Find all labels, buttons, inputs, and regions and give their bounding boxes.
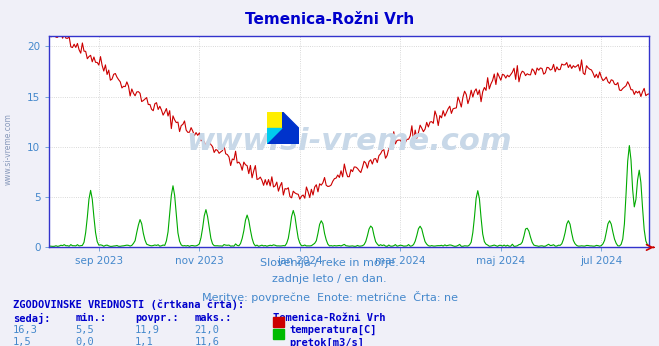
Text: Slovenija / reke in morje.: Slovenija / reke in morje. bbox=[260, 258, 399, 268]
Text: 11,9: 11,9 bbox=[135, 325, 160, 335]
Polygon shape bbox=[267, 128, 283, 144]
Text: maks.:: maks.: bbox=[194, 313, 232, 323]
Polygon shape bbox=[283, 128, 299, 144]
Polygon shape bbox=[283, 112, 299, 128]
Text: Temenica-Rožni Vrh: Temenica-Rožni Vrh bbox=[245, 12, 414, 27]
Polygon shape bbox=[267, 112, 283, 128]
Text: sedaj:: sedaj: bbox=[13, 313, 51, 324]
Text: 1,5: 1,5 bbox=[13, 337, 32, 346]
Text: zadnje leto / en dan.: zadnje leto / en dan. bbox=[272, 274, 387, 284]
Text: ZGODOVINSKE VREDNOSTI (črtkana črta):: ZGODOVINSKE VREDNOSTI (črtkana črta): bbox=[13, 299, 244, 310]
Text: pretok[m3/s]: pretok[m3/s] bbox=[289, 337, 364, 346]
Text: min.:: min.: bbox=[76, 313, 107, 323]
Text: 1,1: 1,1 bbox=[135, 337, 154, 346]
Polygon shape bbox=[267, 128, 283, 144]
Text: Meritve: povprečne  Enote: metrične  Črta: ne: Meritve: povprečne Enote: metrične Črta:… bbox=[202, 291, 457, 303]
Text: povpr.:: povpr.: bbox=[135, 313, 179, 323]
Text: temperatura[C]: temperatura[C] bbox=[289, 325, 377, 336]
Text: www.si-vreme.com: www.si-vreme.com bbox=[4, 113, 13, 185]
Text: www.si-vreme.com: www.si-vreme.com bbox=[186, 127, 512, 156]
Text: Temenica-Rožni Vrh: Temenica-Rožni Vrh bbox=[273, 313, 386, 323]
Text: 21,0: 21,0 bbox=[194, 325, 219, 335]
Text: 0,0: 0,0 bbox=[76, 337, 94, 346]
Text: 11,6: 11,6 bbox=[194, 337, 219, 346]
Text: 16,3: 16,3 bbox=[13, 325, 38, 335]
Text: 5,5: 5,5 bbox=[76, 325, 94, 335]
